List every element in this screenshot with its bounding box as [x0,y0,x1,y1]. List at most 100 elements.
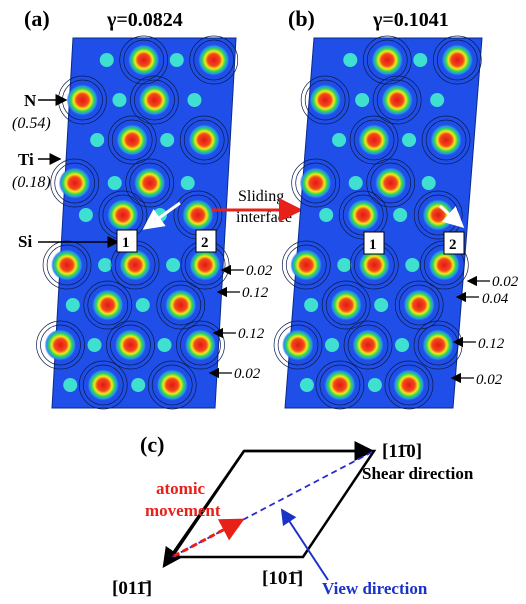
atom-label-ti: Ti [18,150,34,169]
contour-line [82,364,124,406]
ti-atom-density [374,298,389,312]
panel-c: (c) [11̄0] Shear direction atomic moveme… [112,432,474,599]
displacement-arrow-b [438,204,465,229]
panel-b: (b) γ=0.1041 1 2 0.02 0.04 0.12 0.02 [273,6,519,410]
n-atom-density [371,44,404,76]
site-label-1-a: 1 [122,235,130,251]
ti-atom-density [343,53,358,67]
contour-line [425,119,467,161]
n-atom-density [392,369,425,401]
contour-line [295,162,337,204]
site-box-2-a [195,229,217,253]
panel-c-label: (c) [140,432,164,457]
n-atom-density [138,84,171,116]
contour-line [321,280,371,330]
contour-line [325,284,367,326]
contour-line [107,115,157,165]
ti-atom-density [299,378,314,392]
panel-a: (a) γ=0.0824 N (0.54) Ti (0.18) Si 1 2 0… [12,6,273,410]
contour-line [384,360,434,410]
contour-line [398,284,440,326]
contour-line [353,119,395,161]
annot-b-3: 0.02 [476,372,503,388]
contour-line [394,280,444,330]
shear-direction-label: Shear direction [362,464,474,483]
site-box-1-b [363,231,385,255]
contour-line [315,360,365,410]
n-atom-density [66,84,99,116]
n-atom-density [441,44,474,76]
n-atom-density [44,329,77,361]
atom-label-n: N [24,91,37,110]
n-atom-density [164,289,197,321]
contour-line [300,75,350,125]
ti-atom-density [90,133,105,147]
contour-line [189,35,239,85]
n-atom-density [133,167,166,199]
atom-charge-ti: (0.18) [12,174,51,191]
contour-line [123,39,165,81]
n-atom-density [330,289,363,321]
contour-line [291,158,341,208]
sliding-label-line2: interface [236,209,292,226]
n-atom-density [156,369,189,401]
ti-atom-density [325,338,340,352]
atom-label-si: Si [18,232,32,251]
contour-line [78,360,128,410]
ti-atom-density [78,208,93,222]
axis-arrow-011 [162,450,246,569]
ti-atom-density [112,93,127,107]
contour-line [347,324,389,366]
contour-line [160,284,202,326]
contour-line [156,280,206,330]
atomic-movement-line2: movement [145,501,221,520]
annot-a-1: 0.12 [242,285,269,301]
contour-line [349,115,399,165]
contour-line [388,364,430,406]
panel-a-label: (a) [24,6,50,31]
view-direction-arrow [280,508,329,581]
contour-line [40,324,81,366]
annot-b-0: 0.02 [492,274,519,290]
contour-line [342,194,384,236]
contour-line [129,162,171,204]
n-atom-density [91,289,124,321]
ti-atom-density [99,53,114,67]
n-atom-density [299,167,332,199]
site-label-2-b: 2 [449,237,457,253]
n-atom-density [181,199,214,231]
n-atom-density [127,44,160,76]
n-atom-density [403,289,436,321]
dashed-diagonal [171,450,375,558]
atomic-movement-line1: atomic [156,479,206,498]
contour-line [119,35,169,85]
n-atom-density [309,84,342,116]
contour-line [436,39,478,81]
panel-b-label: (b) [288,6,315,31]
contour-line [83,280,133,330]
contour-line [343,320,393,370]
contour-line [421,115,471,165]
ti-atom-density [319,208,334,222]
n-atom-density [188,124,221,156]
ti-atom-density [395,338,410,352]
contour-line [319,364,361,406]
ti-atom-density [87,338,102,352]
contour-line [193,39,235,81]
site-box-2-b [443,231,465,255]
ti-atom-density [413,53,428,67]
panel-a-gamma: γ=0.0824 [106,9,183,31]
shear-index: [11̄0] [382,441,422,462]
contour-line [134,79,175,121]
index-011: [011̄] [112,578,152,599]
ti-atom-density [131,378,146,392]
annot-a-2: 0.12 [238,326,265,342]
n-atom-density [347,199,380,231]
site-label-1-b: 1 [369,237,377,253]
ti-atom-density [337,258,352,272]
n-atom-density [119,249,152,281]
contour-line [376,79,418,121]
site-box-1-a [116,229,138,253]
contour-line [281,240,331,290]
n-atom-density [358,249,391,281]
